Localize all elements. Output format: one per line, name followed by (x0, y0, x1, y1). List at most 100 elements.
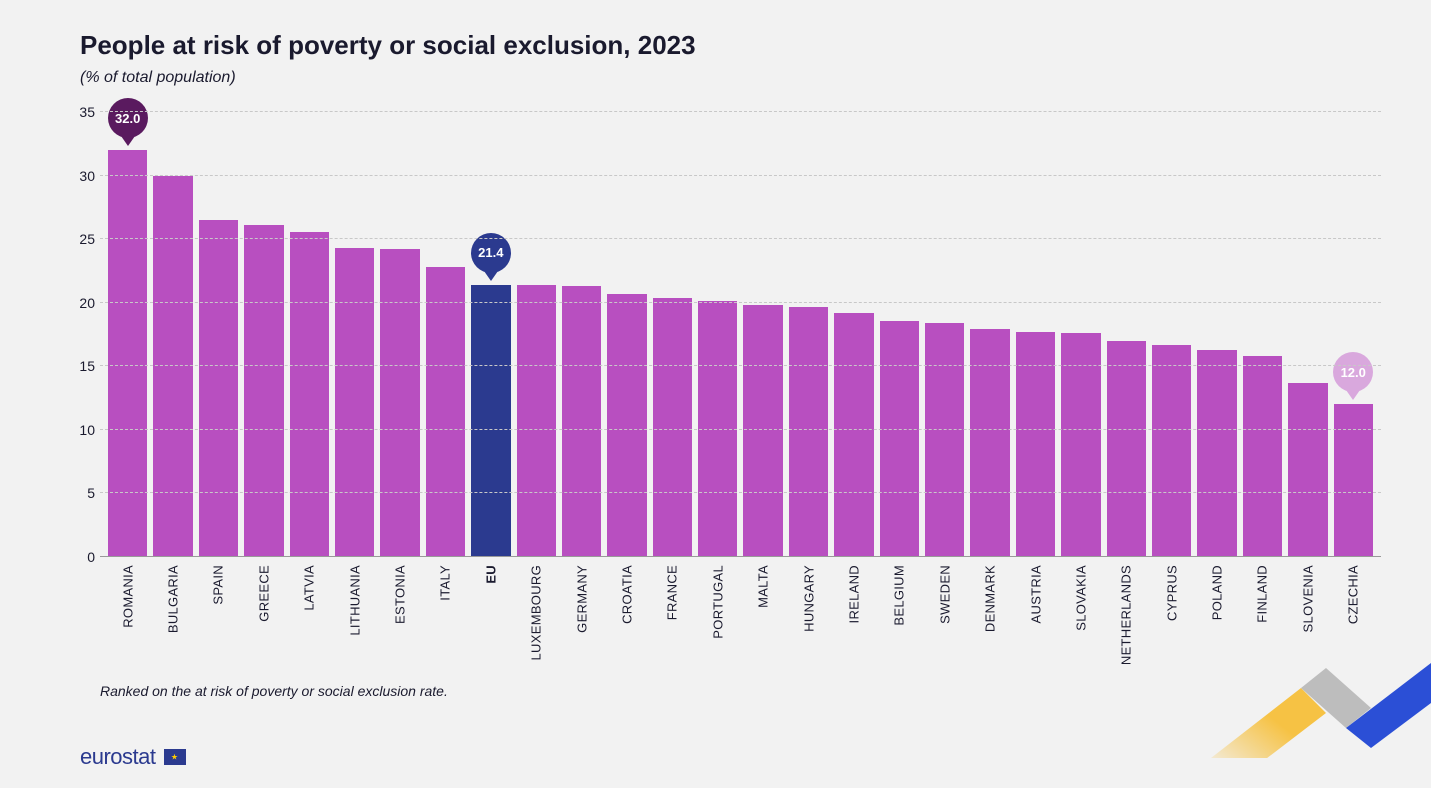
x-label: PORTUGAL (698, 565, 737, 675)
bar (199, 220, 238, 557)
x-label: BELGIUM (880, 565, 919, 675)
x-label: CROATIA (607, 565, 646, 675)
y-tick: 30 (65, 168, 95, 184)
bar-wrap (970, 329, 1009, 557)
bar (517, 285, 556, 557)
bar (789, 307, 828, 557)
bar (1061, 333, 1100, 557)
gridline (100, 365, 1381, 366)
bar (244, 225, 283, 557)
x-label: MALTA (743, 565, 782, 675)
x-label: IRELAND (834, 565, 873, 675)
gridline (100, 111, 1381, 112)
x-label: LITHUANIA (335, 565, 374, 675)
bar (1152, 345, 1191, 557)
bar (562, 286, 601, 557)
y-tick: 35 (65, 104, 95, 120)
value-callout: 12.0 (1333, 352, 1373, 392)
x-label: ROMANIA (108, 565, 147, 675)
bar (290, 232, 329, 557)
bar (970, 329, 1009, 557)
x-label: AUSTRIA (1016, 565, 1055, 675)
bar-wrap (517, 285, 556, 557)
x-label: FINLAND (1243, 565, 1282, 675)
x-label: GREECE (244, 565, 283, 675)
bar-wrap (426, 267, 465, 557)
bar (1243, 356, 1282, 557)
bar-wrap (1197, 350, 1236, 557)
bar-wrap (1107, 341, 1146, 557)
bar-wrap (244, 225, 283, 557)
bar (880, 321, 919, 557)
x-label: SWEDEN (925, 565, 964, 675)
x-label: LATVIA (290, 565, 329, 675)
bar (471, 285, 510, 557)
x-label: BULGARIA (153, 565, 192, 675)
x-label: SLOVENIA (1288, 565, 1327, 675)
x-label: POLAND (1197, 565, 1236, 675)
y-tick: 0 (65, 549, 95, 565)
y-tick: 20 (65, 295, 95, 311)
value-callout: 32.0 (108, 98, 148, 138)
bar-wrap (789, 307, 828, 557)
bar (743, 305, 782, 557)
y-tick: 25 (65, 231, 95, 247)
bars-group: 32.0 21.4 12.0 (100, 112, 1381, 557)
x-label: NETHERLANDS (1107, 565, 1146, 675)
bar-wrap (380, 249, 419, 557)
bar-wrap (199, 220, 238, 557)
y-axis: 05101520253035 (65, 112, 95, 557)
bar-wrap (925, 323, 964, 557)
x-label: SLOVAKIA (1061, 565, 1100, 675)
gridline (100, 175, 1381, 176)
baseline (100, 556, 1381, 557)
bar-wrap (653, 298, 692, 557)
x-label: LUXEMBOURG (517, 565, 556, 675)
x-label: FRANCE (653, 565, 692, 675)
chart-subtitle: (% of total population) (80, 69, 1391, 87)
plot-area: 05101520253035 32.021.412.0 (100, 112, 1381, 557)
bar-wrap: 21.4 (471, 285, 510, 557)
bar (426, 267, 465, 557)
x-label: EU (471, 565, 510, 675)
bar-wrap (562, 286, 601, 557)
bar-wrap (290, 232, 329, 557)
bar (607, 294, 646, 557)
bar (1197, 350, 1236, 557)
bar-wrap (834, 313, 873, 557)
bar-wrap (880, 321, 919, 557)
bar-wrap (1152, 345, 1191, 557)
bar-wrap (1243, 356, 1282, 557)
chart-container: People at risk of poverty or social excl… (0, 0, 1431, 788)
bar (1107, 341, 1146, 557)
eu-flag-icon (164, 749, 186, 765)
bar (108, 150, 147, 557)
x-axis-labels: ROMANIABULGARIASPAINGREECELATVIALITHUANI… (100, 565, 1381, 675)
bar-wrap: 32.0 (108, 150, 147, 557)
gridline (100, 238, 1381, 239)
footnote: Ranked on the at risk of poverty or soci… (100, 683, 1391, 699)
bar-wrap (1061, 333, 1100, 557)
x-label: SPAIN (199, 565, 238, 675)
x-label: HUNGARY (789, 565, 828, 675)
footer-logo: eurostat (80, 744, 186, 770)
gridline (100, 429, 1381, 430)
bar (834, 313, 873, 557)
bar (925, 323, 964, 557)
bar (1288, 383, 1327, 557)
x-label: CYPRUS (1152, 565, 1191, 675)
bar-wrap (1288, 383, 1327, 557)
bar (1334, 404, 1373, 557)
y-tick: 15 (65, 358, 95, 374)
chart-title: People at risk of poverty or social excl… (80, 30, 1391, 61)
bar-wrap (743, 305, 782, 557)
x-label: ESTONIA (380, 565, 419, 675)
x-label: DENMARK (970, 565, 1009, 675)
gridline (100, 302, 1381, 303)
y-tick: 10 (65, 422, 95, 438)
x-label: ITALY (426, 565, 465, 675)
bar (380, 249, 419, 557)
gridline (100, 492, 1381, 493)
bar-wrap (607, 294, 646, 557)
bar (335, 248, 374, 557)
